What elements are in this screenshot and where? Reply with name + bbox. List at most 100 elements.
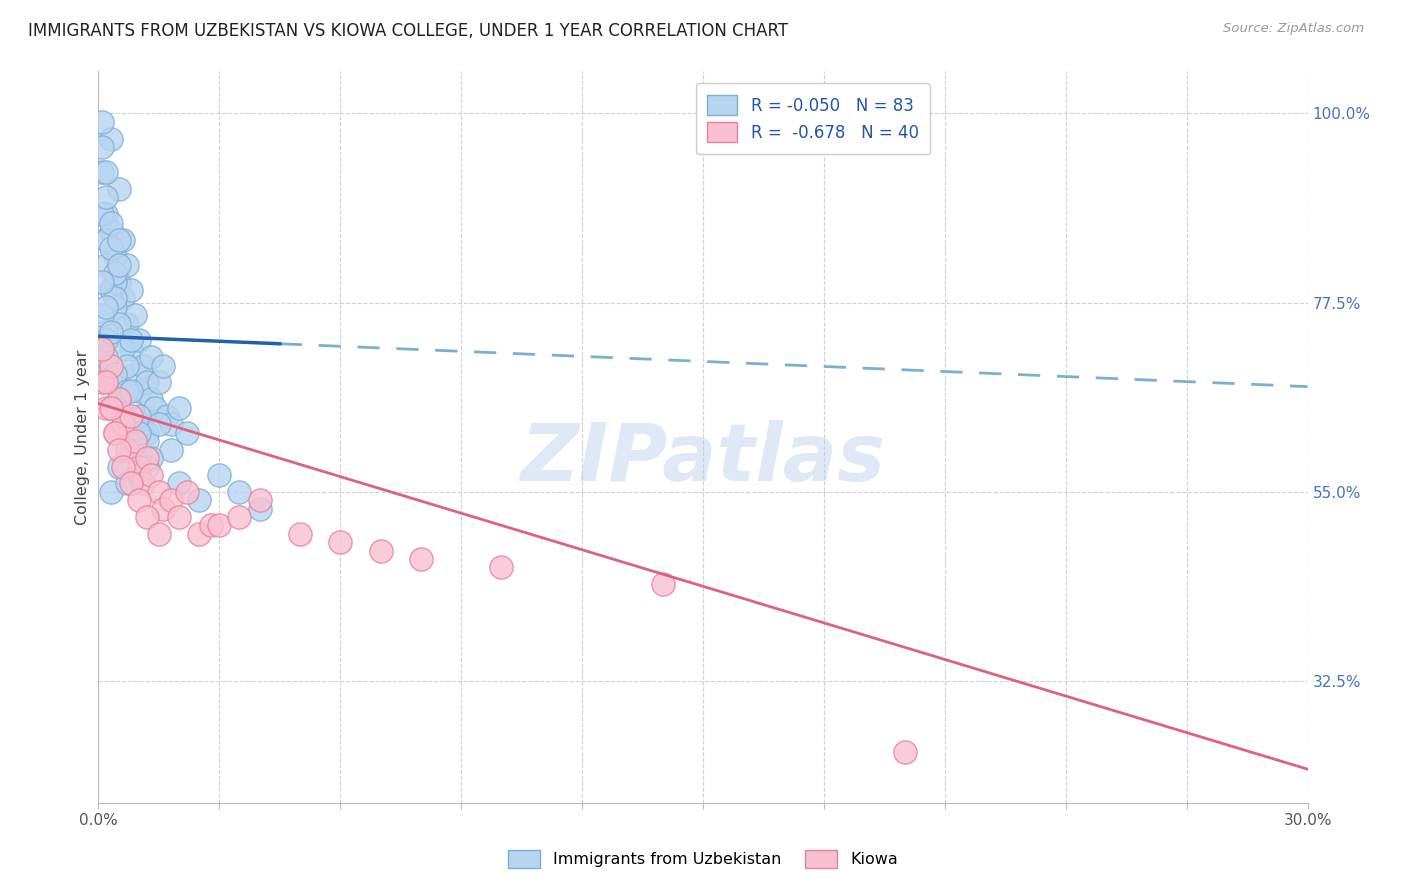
Point bbox=[124, 308, 146, 322]
Point bbox=[115, 258, 138, 272]
Point bbox=[100, 359, 122, 373]
Point bbox=[228, 484, 250, 499]
Point bbox=[115, 442, 138, 457]
Point bbox=[188, 526, 211, 541]
Point bbox=[111, 459, 134, 474]
Point bbox=[107, 275, 129, 289]
Point bbox=[100, 401, 122, 415]
Point bbox=[91, 115, 114, 129]
Point bbox=[91, 376, 114, 390]
Point bbox=[120, 384, 142, 398]
Point bbox=[96, 350, 118, 364]
Point bbox=[107, 392, 129, 407]
Point bbox=[160, 493, 183, 508]
Point bbox=[96, 334, 118, 348]
Point bbox=[288, 526, 311, 541]
Point bbox=[91, 308, 114, 322]
Point bbox=[115, 384, 138, 398]
Point bbox=[96, 258, 118, 272]
Point bbox=[176, 484, 198, 499]
Point bbox=[128, 409, 150, 423]
Point bbox=[370, 543, 392, 558]
Point bbox=[103, 266, 125, 280]
Point bbox=[96, 300, 118, 314]
Point bbox=[156, 409, 179, 423]
Point bbox=[91, 275, 114, 289]
Point bbox=[107, 258, 129, 272]
Point bbox=[111, 291, 134, 305]
Point bbox=[107, 459, 129, 474]
Point bbox=[100, 401, 122, 415]
Point bbox=[107, 392, 129, 407]
Point bbox=[188, 493, 211, 508]
Point bbox=[208, 518, 231, 533]
Legend: Immigrants from Uzbekistan, Kiowa: Immigrants from Uzbekistan, Kiowa bbox=[498, 838, 908, 880]
Point bbox=[107, 233, 129, 247]
Point bbox=[107, 442, 129, 457]
Point bbox=[103, 367, 125, 381]
Point bbox=[491, 560, 513, 574]
Point bbox=[115, 317, 138, 331]
Text: IMMIGRANTS FROM UZBEKISTAN VS KIOWA COLLEGE, UNDER 1 YEAR CORRELATION CHART: IMMIGRANTS FROM UZBEKISTAN VS KIOWA COLL… bbox=[28, 22, 789, 40]
Point bbox=[96, 401, 118, 415]
Point bbox=[103, 275, 125, 289]
Point bbox=[100, 241, 122, 255]
Point bbox=[135, 376, 157, 390]
Point bbox=[128, 384, 150, 398]
Point bbox=[160, 442, 183, 457]
Point bbox=[167, 476, 190, 491]
Point bbox=[120, 476, 142, 491]
Point bbox=[111, 417, 134, 432]
Point bbox=[100, 224, 122, 238]
Point bbox=[132, 359, 155, 373]
Point bbox=[120, 334, 142, 348]
Point bbox=[120, 442, 142, 457]
Point bbox=[139, 467, 162, 482]
Point bbox=[249, 493, 271, 508]
Point bbox=[107, 182, 129, 196]
Point bbox=[100, 283, 122, 297]
Point bbox=[132, 476, 155, 491]
Point bbox=[115, 476, 138, 491]
Point bbox=[103, 425, 125, 440]
Point bbox=[91, 165, 114, 179]
Point bbox=[91, 140, 114, 154]
Point bbox=[111, 342, 134, 356]
Point bbox=[100, 484, 122, 499]
Point bbox=[100, 131, 122, 145]
Point bbox=[167, 510, 190, 524]
Point bbox=[96, 376, 118, 390]
Point bbox=[409, 552, 432, 566]
Y-axis label: College, Under 1 year: College, Under 1 year bbox=[75, 350, 90, 524]
Point bbox=[152, 501, 174, 516]
Point bbox=[893, 745, 915, 759]
Point bbox=[96, 325, 118, 339]
Point bbox=[329, 535, 352, 549]
Point bbox=[100, 376, 122, 390]
Point bbox=[103, 300, 125, 314]
Point bbox=[152, 359, 174, 373]
Point bbox=[143, 401, 166, 415]
Point bbox=[148, 526, 170, 541]
Point bbox=[120, 409, 142, 423]
Point bbox=[167, 401, 190, 415]
Point bbox=[139, 392, 162, 407]
Point bbox=[111, 233, 134, 247]
Point bbox=[111, 409, 134, 423]
Point bbox=[208, 467, 231, 482]
Point bbox=[148, 376, 170, 390]
Point bbox=[100, 325, 122, 339]
Point bbox=[135, 434, 157, 449]
Point bbox=[96, 165, 118, 179]
Legend: R = -0.050   N = 83, R =  -0.678   N = 40: R = -0.050 N = 83, R = -0.678 N = 40 bbox=[696, 83, 931, 154]
Point bbox=[100, 216, 122, 230]
Point bbox=[124, 367, 146, 381]
Point bbox=[135, 459, 157, 474]
Point bbox=[96, 207, 118, 221]
Point bbox=[96, 190, 118, 204]
Point bbox=[135, 425, 157, 440]
Point bbox=[128, 467, 150, 482]
Point bbox=[148, 417, 170, 432]
Text: Source: ZipAtlas.com: Source: ZipAtlas.com bbox=[1223, 22, 1364, 36]
Point bbox=[103, 291, 125, 305]
